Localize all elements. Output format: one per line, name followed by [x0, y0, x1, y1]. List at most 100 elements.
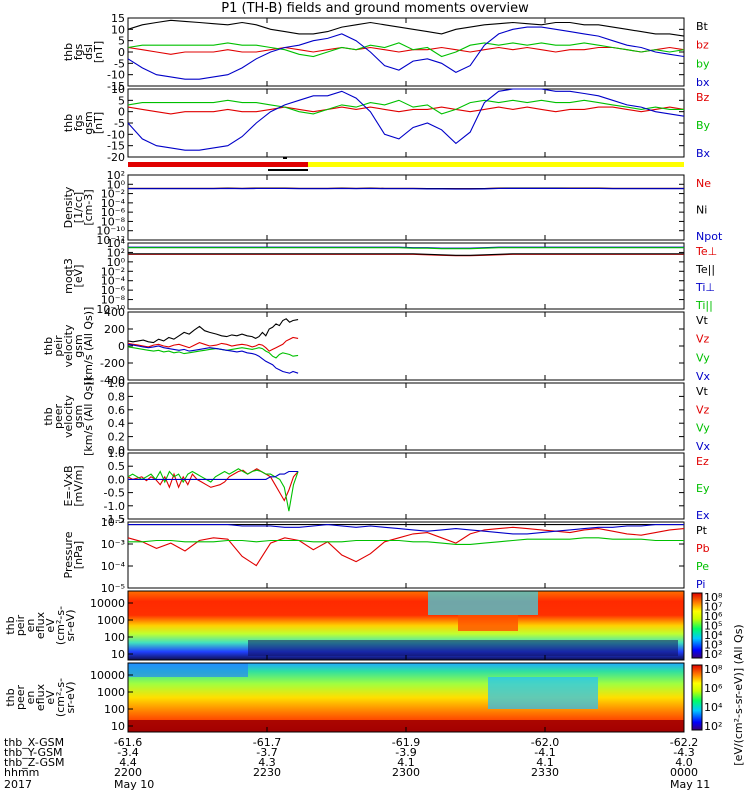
legend-temperature-Ti⊥: Ti⊥ — [695, 281, 715, 294]
ylabel-line: fgs — [72, 43, 85, 60]
ylabel-line: dsl — [82, 44, 95, 60]
footer-value: -4.3 — [673, 746, 694, 759]
footer-value: 4.0 — [675, 756, 693, 769]
footer-value: 2330 — [531, 766, 559, 779]
ylabel-line: (cm²-s- — [54, 678, 67, 717]
legend-fgs_gsm-Bx: Bx — [696, 147, 711, 160]
ytick-label-ion_velocity: -400 — [100, 374, 125, 387]
ylabel-line: Density — [62, 186, 75, 228]
ylabel-line: eV — [44, 618, 57, 633]
footer-end-date: May 11 — [670, 778, 710, 791]
panel-frame-efield — [127, 452, 685, 520]
legend-efield-Ex: Ex — [696, 509, 710, 522]
series-pressure-Pb — [127, 526, 685, 567]
ytick-label-temperature: 10⁻² — [101, 265, 125, 278]
series-ion_velocity-Vx — [127, 343, 299, 374]
legend-ion_velocity-Vt: Vt — [696, 314, 709, 327]
legend-electron_velocity-Vt: Vt — [696, 385, 709, 398]
ytick-label-ion_spectrogram: 1000 — [97, 614, 125, 627]
series-temperature-Te|| — [128, 253, 684, 256]
mode-bar-yellow — [308, 162, 684, 167]
ylabel-line: en — [24, 691, 37, 705]
ytick-label-efield: -1.0 — [104, 500, 125, 513]
ytick-label-fgs_dsl: 0 — [118, 46, 125, 59]
series-fgs_gsm-By — [127, 99, 684, 115]
ylabel-temperature: moqt3[eV] — [62, 258, 85, 294]
legend-electron_velocity-Vy: Vy — [696, 422, 710, 435]
legend-temperature-Ti||: Ti|| — [695, 299, 713, 312]
ytick-label-fgs_dsl: 5 — [118, 35, 125, 48]
ylabel-line: eflux — [34, 683, 47, 711]
page-title: P1 (TH-B) fields and ground moments over… — [221, 1, 529, 16]
ytick-label-efield: 1.0 — [108, 447, 126, 460]
ytick-label-ion_velocity: 400 — [104, 306, 125, 319]
ytick-label-temperature: 10⁴ — [107, 237, 126, 250]
series-pressure-Pe — [128, 537, 684, 545]
ytick-label-efield: -1.5 — [104, 513, 125, 526]
footer-value: 2300 — [392, 766, 420, 779]
ytick-label-pressure: 10⁻² — [101, 516, 125, 529]
footer-row-label: thb_Z-GSM — [4, 756, 64, 769]
ylabel-line: gsm — [82, 111, 95, 134]
footer-value: -61.7 — [253, 736, 281, 749]
footer-row-label: thb_X-GSM — [4, 736, 64, 749]
colorbar-tick-ion_spectrogram: 10² — [704, 648, 722, 661]
colorbar-tick-ion_spectrogram: 10⁸ — [704, 591, 723, 604]
ytick-label-electron_velocity: 0.4 — [108, 417, 126, 430]
heatmap-feature — [458, 615, 518, 631]
panel-frame-fgs_gsm — [127, 88, 685, 158]
ytick-label-fgs_dsl: 10 — [111, 23, 125, 36]
ytick-label-fgs_dsl: 15 — [111, 12, 125, 25]
series-temperature-Ti|| — [128, 247, 684, 250]
series-density-Npot — [128, 187, 684, 190]
colorbar-tick-ion_spectrogram: 10³ — [704, 639, 722, 652]
footer-start-date: May 10 — [114, 778, 154, 791]
legend-fgs_dsl-bz: bz — [696, 39, 709, 52]
colorbar-tick-ion_spectrogram: 10⁵ — [704, 620, 722, 633]
legend-temperature-Te||: Te|| — [695, 263, 715, 276]
colorbar-ion_spectrogram — [691, 592, 703, 659]
ylabel-line: velocity — [62, 395, 75, 438]
ylabel-line: [eV] — [72, 265, 85, 288]
ylabel-line: thb — [4, 616, 17, 634]
footer-value: 4.4 — [119, 756, 137, 769]
heatmap-feature — [128, 663, 248, 677]
mode-bar-marker — [283, 157, 287, 159]
legend-pressure-Pe: Pe — [696, 560, 709, 573]
ytick-label-density: 10⁻⁸ — [101, 215, 126, 228]
colorbar-tick-electron_spectrogram: 10⁴ — [704, 701, 723, 714]
ylabel-line: peir — [52, 335, 65, 357]
colorbar-tick-ion_spectrogram: 10⁷ — [704, 601, 722, 614]
legend-fgs_dsl-bx: bx — [696, 76, 710, 89]
heatmap-feature — [488, 677, 598, 709]
ytick-label-fgs_gsm: -10 — [107, 128, 125, 141]
ytick-label-fgs_dsl: -15 — [107, 80, 125, 93]
ytick-label-fgs_gsm: 10 — [111, 83, 125, 96]
legend-ion_velocity-Vy: Vy — [696, 351, 710, 364]
ylabel-line: [nT] — [92, 41, 105, 63]
ytick-label-electron_spectrogram: 100 — [104, 703, 125, 716]
ylabel-line: peer — [52, 404, 65, 430]
colorbar-electron_spectrogram — [691, 664, 703, 731]
ylabel-density: Density[1/cc][cm-3] — [62, 186, 95, 228]
ylabel-efield: E=-VxB[mV/m] — [62, 465, 85, 506]
ylabel-line: eflux — [34, 611, 47, 639]
ytick-label-ion_velocity: 200 — [104, 323, 125, 336]
ytick-label-electron_velocity: 0.2 — [108, 431, 126, 444]
ytick-label-efield: 0.0 — [108, 473, 126, 486]
ylabel-line: moqt3 — [62, 258, 75, 294]
ylabel-line: gsm — [72, 334, 85, 357]
ylabel-line: fgs — [72, 114, 85, 131]
ytick-label-electron_velocity: 0.6 — [108, 404, 126, 417]
ylabel-pressure: Pressure[nPa] — [62, 531, 85, 578]
ytick-label-fgs_gsm: -5 — [114, 117, 125, 130]
footer-value: -3.7 — [256, 746, 277, 759]
ytick-label-ion_velocity: 0 — [118, 340, 125, 353]
footer-value: 4.1 — [397, 756, 415, 769]
ytick-label-density: 10⁻¹⁰ — [96, 225, 125, 238]
